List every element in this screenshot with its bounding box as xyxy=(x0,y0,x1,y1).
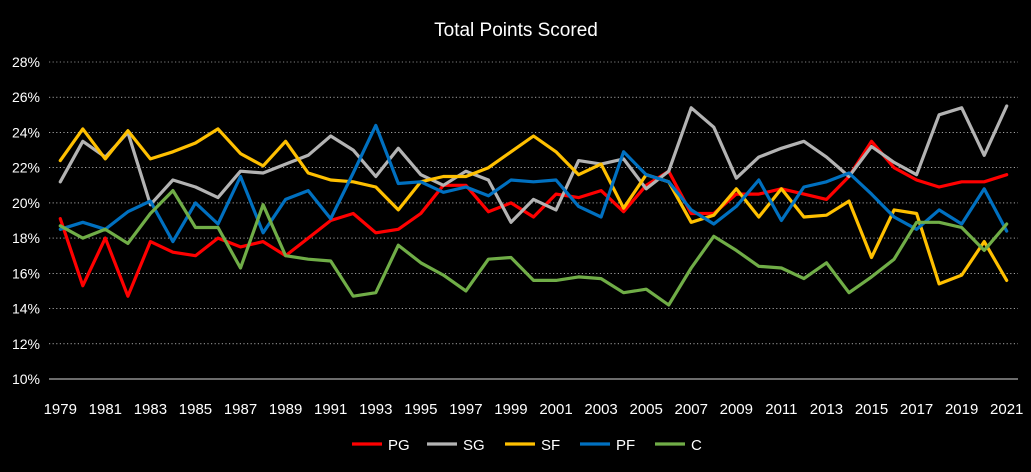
x-tick-label: 2003 xyxy=(584,401,617,418)
y-tick-label: 24% xyxy=(12,124,40,140)
series-line-sf xyxy=(58,127,1009,286)
x-tick-label: 1997 xyxy=(449,401,482,418)
x-tick-label: 2009 xyxy=(720,401,753,418)
y-tick-label: 16% xyxy=(12,265,40,281)
legend-label-sf: SF xyxy=(541,437,560,454)
series-line-c xyxy=(58,189,1009,307)
y-tick-label: 10% xyxy=(12,371,40,387)
x-tick-label: 2011 xyxy=(765,401,797,418)
x-tick-label: 1983 xyxy=(134,401,167,418)
x-tick-label: 1993 xyxy=(359,401,392,418)
x-tick-label: 2005 xyxy=(629,401,662,418)
y-tick-label: 28% xyxy=(12,54,40,70)
y-tick-label: 14% xyxy=(12,301,40,317)
x-tick-label: 2001 xyxy=(539,401,572,418)
y-tick-label: 18% xyxy=(12,230,40,246)
x-tick-label: 1985 xyxy=(179,401,212,418)
y-tick-label: 22% xyxy=(12,160,40,176)
series-line-pf xyxy=(58,123,1009,244)
x-tick-label: 1979 xyxy=(44,401,77,418)
x-tick-label: 2007 xyxy=(675,401,708,418)
chart-title: Total Points Scored xyxy=(434,20,598,41)
x-tick-label: 1995 xyxy=(404,401,437,418)
legend-label-pg: PG xyxy=(388,437,410,454)
x-tick-label: 2013 xyxy=(810,401,843,418)
y-tick-label: 26% xyxy=(12,89,40,105)
legend-label-sg: SG xyxy=(463,437,485,454)
x-tick-label: 2017 xyxy=(900,401,933,418)
series-lines xyxy=(58,104,1009,307)
legend-label-pf: PF xyxy=(616,437,635,454)
x-tick-label: 2021 xyxy=(990,401,1023,418)
x-axis-tick-labels: 1979 1981 1983 1985 1987 1989 1991 1993 1995 1997… xyxy=(44,401,1024,418)
y-axis-tick-labels: 10% 12% 14% 16% 18% 20% 22% 24% 26% 28% xyxy=(12,54,40,387)
legend: PG SG SF PF C xyxy=(352,437,702,454)
legend-label-c: C xyxy=(691,437,702,454)
y-tick-label: 20% xyxy=(12,195,40,211)
x-tick-label: 1989 xyxy=(269,401,302,418)
x-tick-label: 1999 xyxy=(494,401,527,418)
y-tick-label: 12% xyxy=(12,336,40,352)
x-tick-label: 1981 xyxy=(89,401,122,418)
x-tick-label: 2019 xyxy=(945,401,978,418)
x-tick-label: 2015 xyxy=(855,401,888,418)
x-tick-label: 1991 xyxy=(314,401,347,418)
series-line-sg xyxy=(58,104,1009,224)
x-tick-label: 1987 xyxy=(224,401,257,418)
